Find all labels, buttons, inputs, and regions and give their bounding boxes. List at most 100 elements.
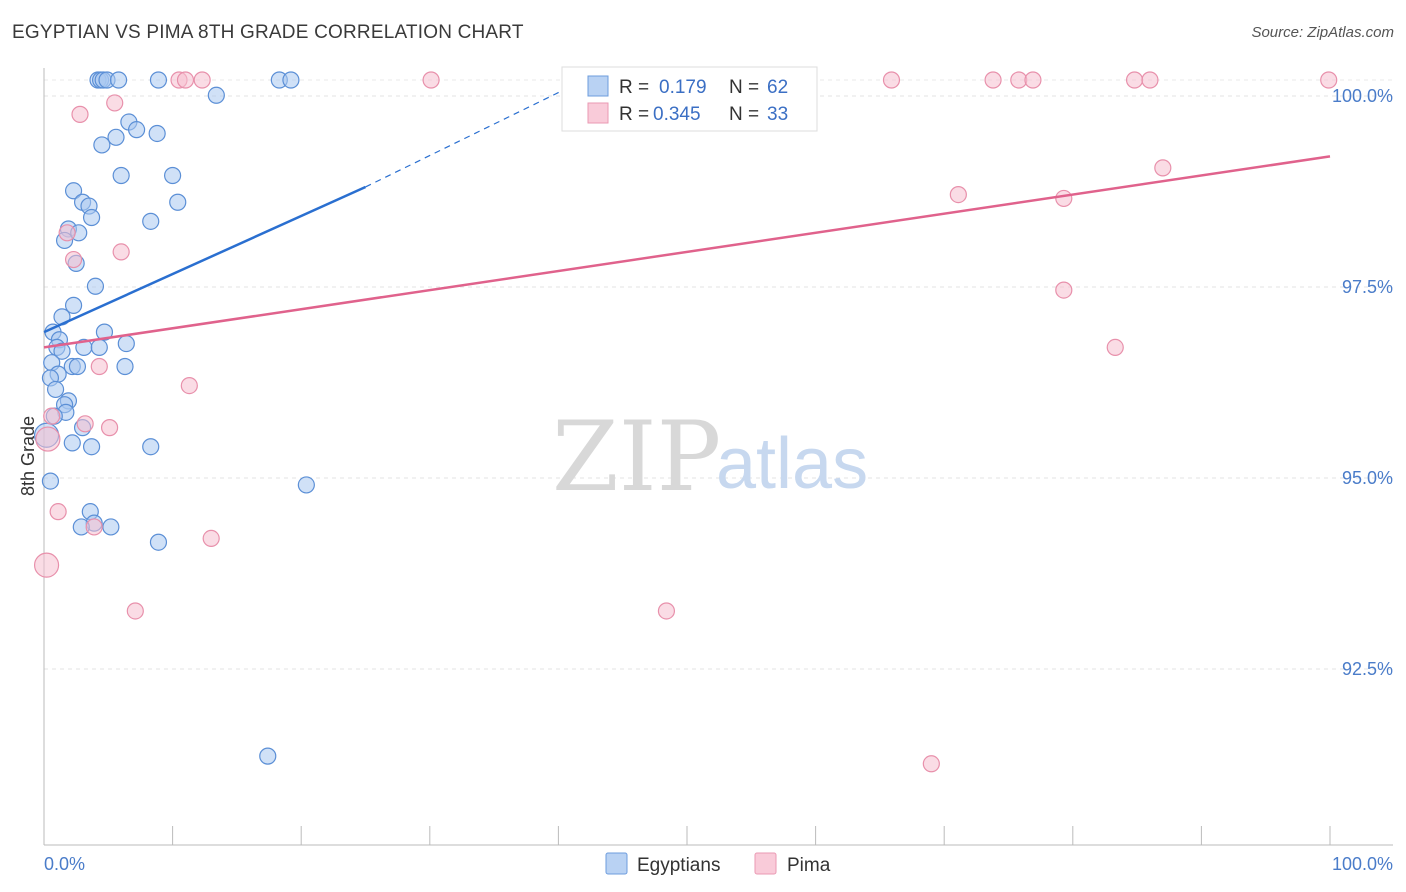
x-tick-label-100: 100.0% — [1332, 854, 1393, 874]
egyptians-point-20 — [82, 208, 101, 227]
pima-point-7 — [1024, 71, 1042, 89]
egyptians-point-60 — [259, 747, 277, 765]
legend-swatch-egyptians — [605, 852, 628, 875]
egyptians-point-21 — [142, 212, 160, 230]
pima-point-25 — [100, 419, 119, 437]
source-label: Source: ZipAtlas.com — [1251, 24, 1394, 41]
stats-n-value-pima: 33 — [767, 104, 788, 125]
pima-point-10 — [1320, 71, 1338, 89]
egyptians-point-39 — [68, 357, 87, 376]
egyptians-point-27 — [64, 296, 83, 314]
pima-point-22 — [180, 377, 198, 395]
egyptians-point-58 — [102, 518, 120, 536]
pima-point-19 — [1055, 281, 1073, 299]
legend-label-egyptians: Egyptians — [637, 855, 720, 876]
y-tick-label-95: 95.0% — [1342, 468, 1393, 488]
legend-label-pima: Pima — [787, 855, 831, 876]
pima-point-11 — [106, 94, 124, 112]
watermark-zip: ZIP — [552, 401, 721, 513]
pima-point-29 — [202, 529, 220, 548]
egyptians-point-34 — [53, 342, 71, 360]
egyptians-point-11 — [148, 124, 166, 143]
pima-point-3 — [422, 71, 440, 89]
egyptians-point-30 — [95, 323, 114, 341]
pima-point-1 — [176, 71, 195, 89]
egyptians-point-36 — [90, 338, 108, 356]
pima-point-4 — [882, 71, 901, 89]
egyptians-point-32 — [117, 334, 135, 353]
pima-point-32 — [657, 602, 676, 620]
egyptians-point-7 — [282, 71, 300, 89]
pima-point-9 — [1141, 71, 1159, 89]
stats-r-label-pima: R = — [619, 104, 649, 125]
y-axis-title: 8th Grade — [18, 416, 38, 496]
egyptians-point-51 — [82, 438, 101, 456]
egyptians-point-8 — [207, 86, 225, 104]
egyptians-point-19 — [169, 193, 187, 211]
stats-n-label-egyptians: N = — [729, 77, 759, 98]
stats-n-label-pima: N = — [729, 104, 759, 125]
pima-points — [33, 71, 1338, 773]
stats-legend-swatch-pima — [587, 102, 609, 124]
egyptians-point-13 — [93, 136, 111, 154]
stats-legend: R = 0.179 N = 62 R = 0.345 N = 33 — [561, 66, 818, 132]
egyptians-point-26 — [86, 277, 105, 295]
pima-point-23 — [43, 407, 61, 425]
stats-r-value-egyptians: 0.179 — [659, 77, 707, 98]
egyptians-point-52 — [142, 438, 160, 456]
egyptians-points — [33, 71, 315, 765]
y-tick-label-92.5: 92.5% — [1342, 659, 1393, 679]
pima-point-21 — [90, 357, 108, 376]
pima-point-27 — [49, 503, 67, 521]
axes — [43, 68, 1393, 846]
y-tick-label-97.5: 97.5% — [1342, 277, 1393, 297]
egyptians-trendline-extension — [365, 79, 585, 188]
pima-point-28 — [85, 518, 103, 536]
egyptians-point-50 — [63, 434, 81, 452]
pima-point-26 — [35, 426, 61, 452]
egyptians-point-59 — [149, 533, 168, 551]
pima-point-31 — [126, 602, 144, 620]
egyptians-point-43 — [46, 380, 65, 399]
stats-r-value-pima: 0.345 — [653, 104, 701, 125]
egyptians-point-15 — [112, 166, 130, 185]
pima-point-5 — [984, 71, 1002, 89]
series-legend: Egyptians Pima — [605, 852, 831, 876]
pima-point-8 — [1125, 71, 1144, 89]
egyptians-point-16 — [64, 182, 83, 200]
pima-point-18 — [64, 250, 83, 269]
watermark: ZIP atlas — [552, 401, 868, 513]
egyptians-trendline — [43, 185, 367, 334]
legend-swatch-pima — [754, 852, 777, 875]
pima-point-17 — [112, 243, 130, 261]
x-ticks — [43, 826, 1331, 845]
pima-point-30 — [33, 552, 60, 578]
pima-trendline — [43, 155, 1331, 349]
pima-point-14 — [949, 186, 967, 204]
pima-point-15 — [1055, 189, 1073, 208]
y-tick-label-100: 100.0% — [1332, 86, 1393, 106]
chart-title: EGYPTIAN VS PIMA 8TH GRADE CORRELATION C… — [12, 22, 524, 43]
pima-point-24 — [76, 415, 94, 433]
trendlines — [43, 79, 1331, 349]
pima-point-2 — [193, 71, 211, 89]
watermark-atlas: atlas — [716, 424, 868, 504]
egyptians-point-5 — [149, 71, 168, 89]
egyptians-point-54 — [297, 476, 315, 494]
egyptians-point-4 — [109, 71, 128, 89]
x-tick-label-0: 0.0% — [44, 854, 85, 874]
stats-r-label-egyptians: R = — [619, 77, 649, 98]
y-tick-labels: 92.5% 95.0% 97.5% 100.0% — [1332, 86, 1393, 679]
egyptians-point-14 — [164, 166, 182, 185]
stats-legend-swatch-egyptians — [587, 75, 609, 97]
pima-point-13 — [1154, 159, 1172, 177]
gridlines — [44, 79, 1393, 670]
egyptians-point-53 — [41, 472, 60, 490]
pima-point-20 — [1106, 338, 1124, 356]
pima-point-12 — [71, 105, 89, 123]
egyptians-point-10 — [127, 121, 146, 139]
egyptians-point-12 — [107, 128, 125, 146]
egyptians-point-40 — [116, 357, 134, 376]
pima-point-33 — [922, 755, 940, 773]
